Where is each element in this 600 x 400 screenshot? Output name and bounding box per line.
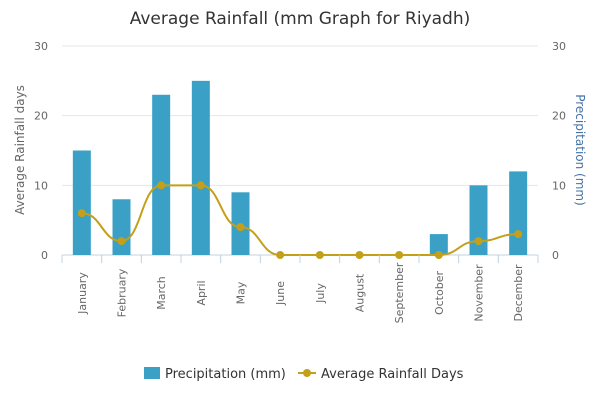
- rainfall-days-point[interactable]: [395, 251, 404, 259]
- right-tick-label: 30: [552, 40, 566, 53]
- precipitation-bar[interactable]: [72, 150, 91, 256]
- x-tick-label: August: [354, 273, 367, 312]
- precipitation-bar[interactable]: [152, 94, 171, 256]
- left-tick-label: 10: [34, 179, 48, 192]
- x-tick-label: April: [195, 280, 208, 305]
- rainfall-days-point[interactable]: [276, 251, 285, 259]
- legend-rainfall-days-label[interactable]: Average Rainfall Days: [321, 367, 464, 382]
- x-tick-label: June: [274, 281, 287, 306]
- rainfall-days-path: [81, 184, 519, 256]
- rainfall-days-point[interactable]: [355, 251, 364, 259]
- right-tick-label: 20: [552, 110, 566, 123]
- grid-lines: [62, 45, 538, 256]
- x-tick-label: January: [76, 272, 89, 315]
- right-tick-label: 10: [552, 179, 566, 192]
- rainfall-days-point[interactable]: [514, 230, 523, 239]
- precipitation-bar[interactable]: [509, 171, 528, 255]
- rainfall-days-point[interactable]: [315, 251, 324, 259]
- x-tick-label: October: [433, 271, 446, 315]
- x-tick-label: December: [512, 264, 525, 322]
- x-axis: January February March April May June July Augu…: [61, 255, 539, 323]
- legend-rainfall-days-marker[interactable]: [303, 369, 311, 377]
- rainfall-days-point[interactable]: [196, 181, 205, 190]
- legend-precipitation-swatch[interactable]: [144, 367, 160, 379]
- x-tick-label: May: [235, 281, 248, 304]
- legend-precipitation-label[interactable]: Precipitation (mm): [165, 367, 286, 382]
- x-tick-label: March: [155, 276, 168, 310]
- right-tick-label: 0: [552, 249, 559, 262]
- left-tick-label: 30: [34, 40, 48, 53]
- rainfall-days-point[interactable]: [157, 181, 166, 190]
- precipitation-bar[interactable]: [112, 199, 131, 255]
- precipitation-bar[interactable]: [191, 80, 210, 255]
- chart-title: Average Rainfall (mm Graph for Riyadh): [130, 9, 471, 29]
- left-axis-ticks: 0 10 20 30: [34, 40, 48, 262]
- rainfall-days-point[interactable]: [474, 237, 483, 246]
- precipitation-bar[interactable]: [429, 234, 448, 255]
- rainfall-days-line: [77, 181, 523, 259]
- x-tick-label: September: [393, 262, 406, 323]
- rainfall-days-point[interactable]: [434, 251, 443, 259]
- rainfall-days-point[interactable]: [117, 237, 126, 246]
- left-axis-title: Average Rainfall days: [13, 85, 27, 215]
- precipitation-bars: [72, 80, 528, 256]
- precipitation-bar[interactable]: [469, 185, 488, 255]
- left-tick-label: 20: [34, 110, 48, 123]
- right-axis-ticks: 0 10 20 30: [552, 40, 566, 262]
- legend[interactable]: Precipitation (mm) Average Rainfall Days: [144, 367, 464, 382]
- rainfall-days-point[interactable]: [77, 209, 86, 218]
- x-tick-label: February: [116, 268, 129, 317]
- rainfall-days-point[interactable]: [236, 223, 245, 232]
- x-tick-label: November: [473, 264, 486, 322]
- left-tick-label: 0: [41, 249, 48, 262]
- right-axis-title: Precipitation (mm): [573, 94, 587, 206]
- x-tick-label: July: [314, 283, 327, 304]
